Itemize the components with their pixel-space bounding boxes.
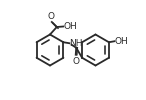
Text: O: O	[48, 12, 55, 21]
Text: OH: OH	[115, 37, 128, 46]
Text: NH: NH	[70, 39, 83, 48]
Text: O: O	[73, 57, 80, 66]
Text: OH: OH	[64, 22, 77, 31]
